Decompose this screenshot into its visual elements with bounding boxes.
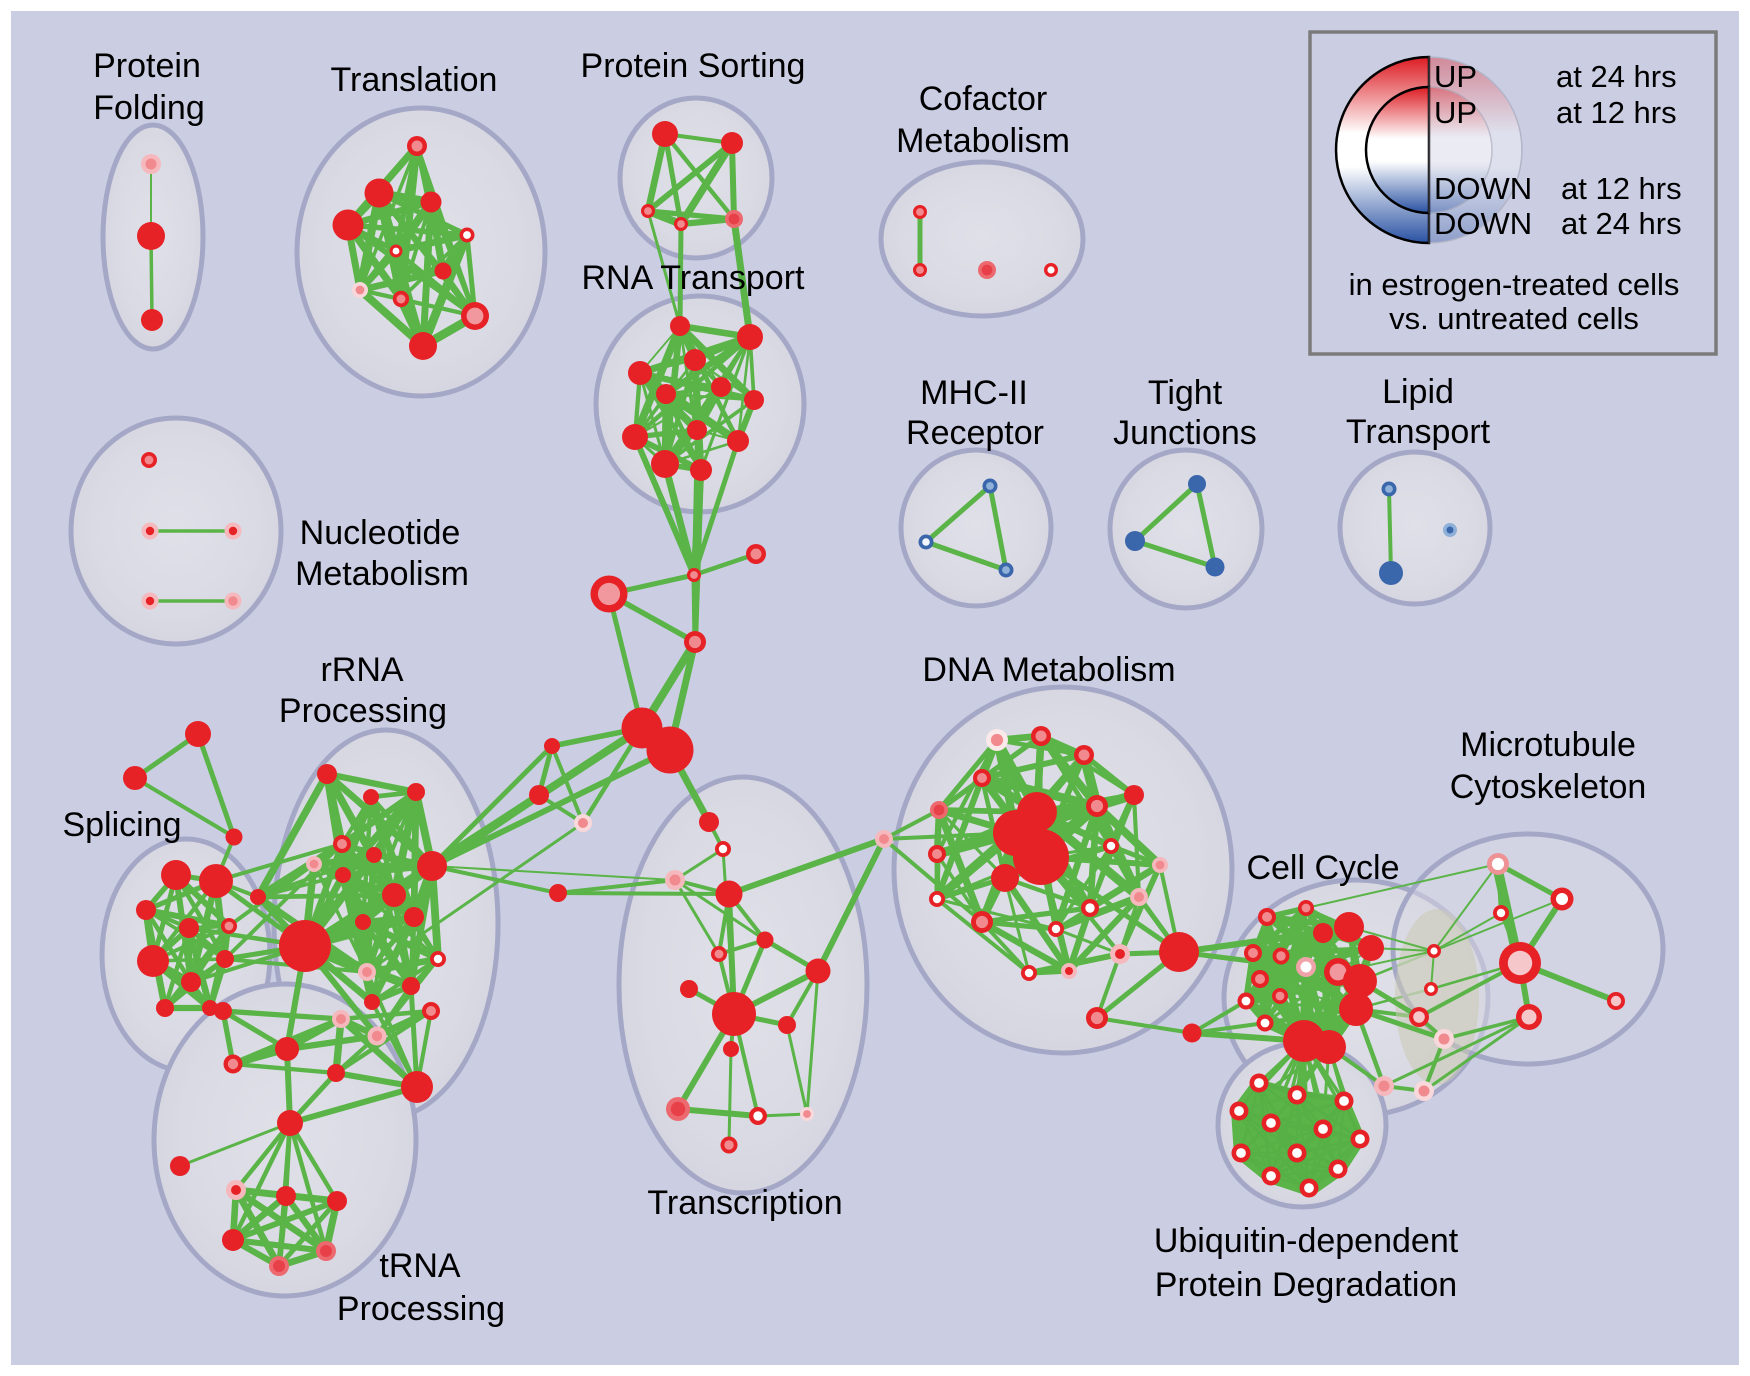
svg-text:Cell Cycle: Cell Cycle	[1246, 849, 1399, 887]
svg-text:Folding: Folding	[93, 89, 205, 127]
svg-text:rRNA: rRNA	[320, 651, 403, 689]
svg-text:Processing: Processing	[337, 1290, 505, 1328]
svg-text:Transport: Transport	[1346, 413, 1491, 451]
svg-text:Lipid: Lipid	[1382, 373, 1454, 411]
svg-text:Splicing: Splicing	[62, 806, 181, 844]
svg-text:UP: UP	[1434, 59, 1477, 94]
svg-text:Cytoskeleton: Cytoskeleton	[1450, 768, 1647, 806]
svg-text:Transcription: Transcription	[647, 1184, 842, 1222]
svg-text:vs. untreated cells: vs. untreated cells	[1389, 301, 1639, 336]
svg-text:at 12 hrs: at 12 hrs	[1556, 95, 1677, 130]
svg-text:UP: UP	[1434, 95, 1477, 130]
svg-text:MHC-II: MHC-II	[920, 374, 1028, 412]
svg-text:Processing: Processing	[279, 692, 447, 730]
svg-text:Tight: Tight	[1148, 374, 1223, 412]
svg-text:at 24 hrs: at 24 hrs	[1556, 59, 1677, 94]
svg-text:Metabolism: Metabolism	[896, 122, 1070, 160]
svg-text:in estrogen-treated cells: in estrogen-treated cells	[1349, 267, 1680, 302]
svg-text:Microtubule: Microtubule	[1460, 726, 1636, 764]
svg-text:Receptor: Receptor	[906, 414, 1044, 452]
svg-text:Cofactor: Cofactor	[919, 80, 1048, 118]
svg-text:Ubiquitin-dependent: Ubiquitin-dependent	[1154, 1222, 1459, 1260]
svg-text:Nucleotide: Nucleotide	[300, 514, 461, 552]
svg-text:DOWN: DOWN	[1434, 206, 1532, 241]
svg-text:tRNA: tRNA	[379, 1247, 461, 1285]
svg-text:Metabolism: Metabolism	[295, 555, 469, 593]
svg-text:Junctions: Junctions	[1113, 414, 1257, 452]
svg-text:Protein Sorting: Protein Sorting	[581, 47, 806, 85]
svg-text:RNA Transport: RNA Transport	[582, 259, 806, 297]
svg-text:Protein: Protein	[93, 47, 201, 85]
svg-text:DNA Metabolism: DNA Metabolism	[922, 651, 1175, 689]
svg-text:at 24 hrs: at 24 hrs	[1561, 206, 1682, 241]
svg-text:at 12 hrs: at 12 hrs	[1561, 171, 1682, 206]
svg-text:DOWN: DOWN	[1434, 171, 1532, 206]
svg-text:Translation: Translation	[331, 61, 498, 99]
svg-text:Protein Degradation: Protein Degradation	[1155, 1266, 1457, 1304]
